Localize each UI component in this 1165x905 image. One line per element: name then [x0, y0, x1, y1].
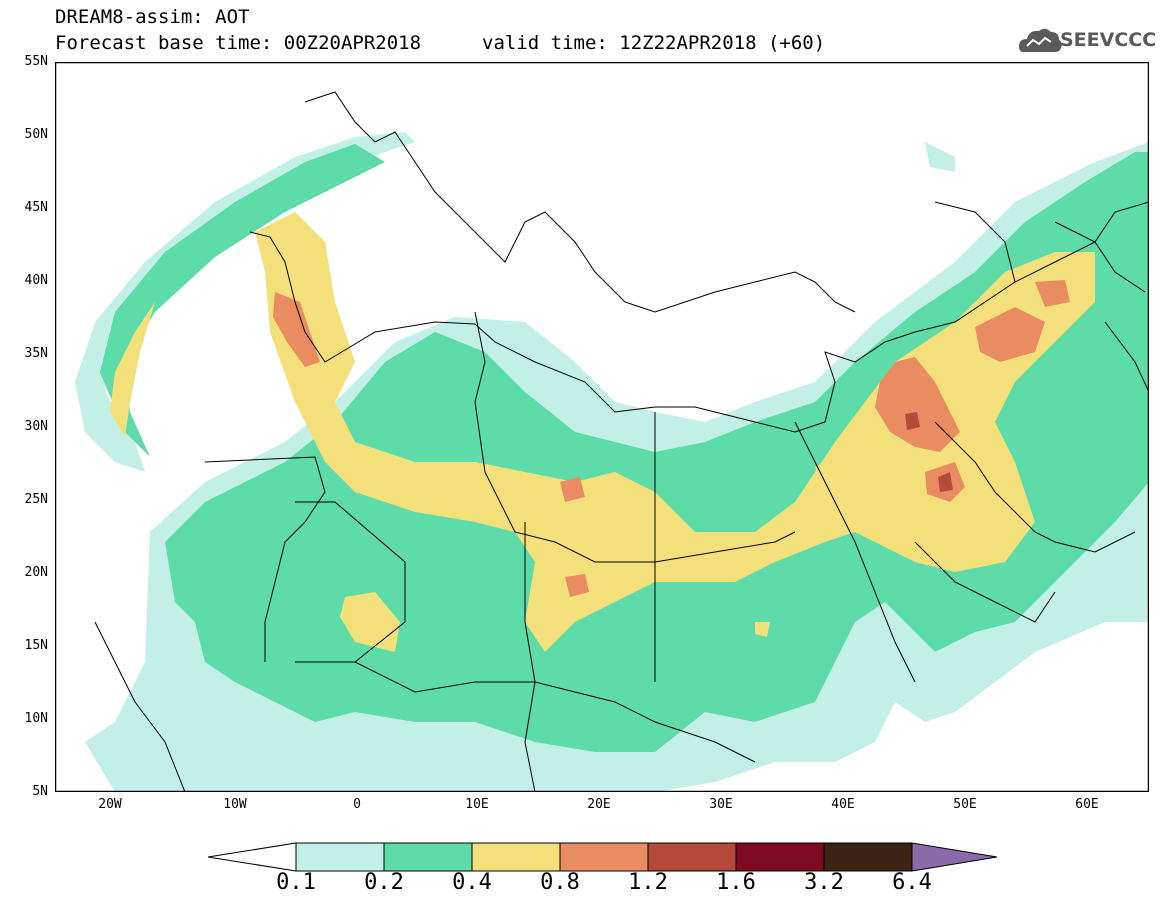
colorbar-swatch-0.1: [295, 842, 385, 872]
lat-label-45n: 45N: [24, 200, 48, 215]
colorbar-swatch-3.2: [823, 842, 913, 872]
valid-time: valid time: 12Z22APR2018 (+60): [482, 32, 826, 54]
lat-label-35n: 35N: [24, 346, 48, 361]
colorbar-label-3.2: 3.2: [804, 870, 844, 895]
colorbar-swatch-1.6: [735, 842, 825, 872]
aot-contour-1.2: [905, 412, 953, 492]
coastlines: [94, 91, 1149, 792]
colorbar-label-0.1: 0.1: [276, 870, 316, 895]
lon-label-0: 0: [353, 797, 361, 812]
lat-label-40n: 40N: [24, 273, 48, 288]
lon-label-20e: 20E: [587, 797, 611, 812]
lat-label-30n: 30N: [24, 419, 48, 434]
lat-label-5n: 5N: [32, 784, 48, 799]
lat-label-15n: 15N: [24, 638, 48, 653]
lon-label-60e: 60E: [1075, 797, 1099, 812]
lon-label-40e: 40E: [831, 797, 855, 812]
colorbar-swatch-0.8: [559, 842, 649, 872]
map-title: DREAM8-assim: AOT: [55, 6, 250, 28]
colorbar-label-1.6: 1.6: [716, 870, 756, 895]
colorbar-swatch-below: [208, 842, 297, 872]
colorbar-label-1.2: 1.2: [628, 870, 668, 895]
colorbar-swatch-0.4: [471, 842, 561, 872]
colorbar-label-0.4: 0.4: [452, 870, 492, 895]
aot-contour-0.4: [110, 212, 1095, 652]
lon-label-30e: 30E: [709, 797, 733, 812]
lat-label-55n: 55N: [24, 54, 48, 69]
colorbar-label-0.2: 0.2: [364, 870, 404, 895]
lat-label-20n: 20N: [24, 565, 48, 580]
lon-label-10e: 10E: [465, 797, 489, 812]
colorbar-label-6.4: 6.4: [892, 870, 932, 895]
lat-label-25n: 25N: [24, 492, 48, 507]
lat-label-50n: 50N: [24, 127, 48, 142]
forecast-base-time: Forecast base time: 00Z20APR2018: [55, 32, 422, 54]
aot-contour-0.2: [100, 144, 1149, 752]
colorbar-swatch-0.2: [383, 842, 473, 872]
colorbar-swatch-above: [911, 842, 998, 872]
aot-map: [55, 62, 1149, 792]
aot-contour-0.8: [273, 280, 1070, 597]
lat-label-10n: 10N: [24, 711, 48, 726]
colorbar-swatch-1.2: [647, 842, 737, 872]
lon-label-50e: 50E: [953, 797, 977, 812]
lon-label-20w: 20W: [98, 797, 122, 812]
colorbar-label-0.8: 0.8: [540, 870, 580, 895]
cloud-icon: [1019, 28, 1062, 52]
lon-label-10w: 10W: [223, 797, 247, 812]
logo-text: SEEVCCC: [1060, 29, 1157, 51]
aot-colorbar: [208, 842, 998, 872]
